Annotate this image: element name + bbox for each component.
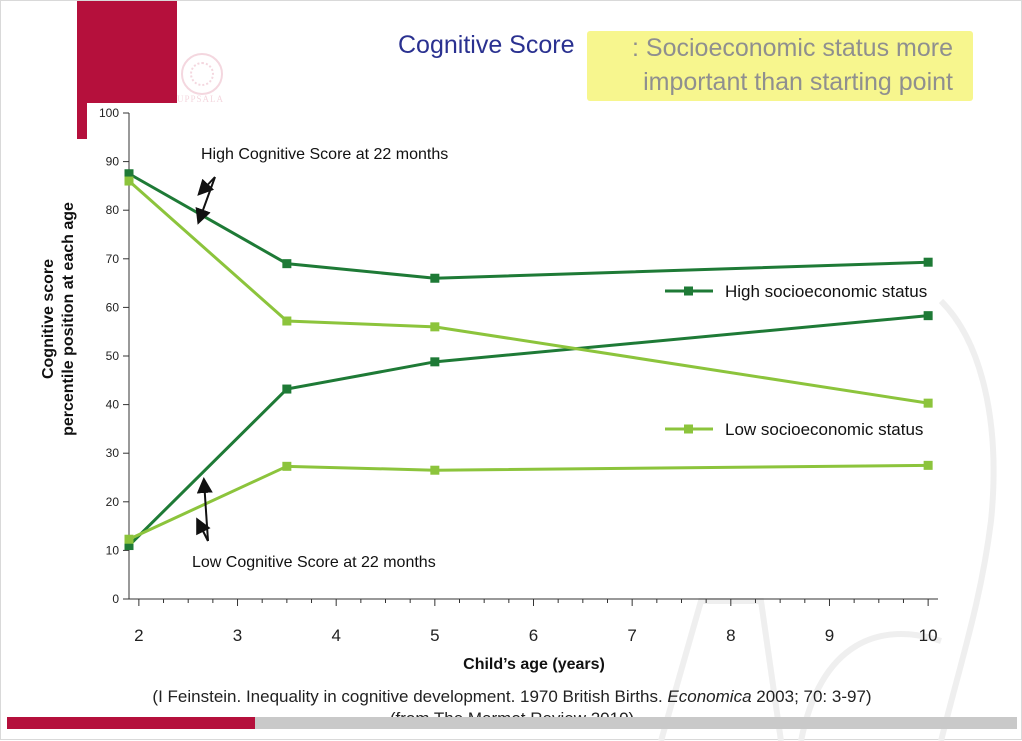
legend-label: Low socioeconomic status (725, 420, 923, 439)
x-tick-label: 7 (627, 626, 636, 645)
citation-journal: Economica (667, 687, 752, 706)
y-axis-title-line2: percentile position at each age (60, 202, 77, 436)
data-point (282, 316, 292, 326)
arrow-down-left-icon (195, 176, 216, 225)
y-tick-label: 80 (106, 203, 120, 217)
y-tick-label: 20 (106, 495, 120, 509)
arrow-down-icon (196, 517, 211, 542)
data-point (282, 259, 292, 269)
data-point (124, 534, 134, 544)
data-point (124, 176, 134, 186)
data-point (430, 273, 440, 283)
data-point (923, 257, 933, 267)
annotation-high-score: High Cognitive Score at 22 months (201, 146, 448, 163)
slide-title-prefix: Cognitive Score (398, 31, 575, 59)
data-point (430, 322, 440, 332)
data-point (923, 460, 933, 470)
y-tick-label: 100 (99, 106, 119, 120)
background-watermark (658, 298, 997, 741)
y-tick-label: 40 (106, 398, 120, 412)
x-axis-title: Child’s age (years) (463, 656, 605, 673)
y-tick-label: 60 (106, 300, 120, 314)
legend-label: High socioeconomic status (725, 282, 927, 301)
data-point (124, 169, 134, 179)
x-tick-label: 8 (726, 626, 735, 645)
y-tick-label: 90 (106, 155, 120, 169)
legend-swatch-marker (684, 286, 693, 296)
chart-axes: 0 10 20 30 40 50 60 70 80 90 100 2 3 4 5 6 7 8 9 10 (99, 106, 938, 645)
series-line-3 (128, 179, 929, 405)
annotation-low-score: Low Cognitive Score at 22 months (192, 554, 436, 571)
citation-line-1: (I Feinstein. Inequality in cognitive de… (1, 687, 1022, 707)
x-tick-label: 5 (430, 626, 439, 645)
y-tick-label: 0 (112, 592, 119, 606)
series-line-1 (128, 172, 929, 280)
logo-accent-bar (77, 103, 87, 139)
uppsala-logo: UPPSALA (77, 1, 223, 104)
citation-pre: (I Feinstein. Inequality in cognitive de… (152, 687, 668, 706)
data-point (923, 398, 933, 408)
data-point (124, 541, 134, 551)
x-tick-label: 6 (529, 626, 538, 645)
footer-bar-grey (255, 717, 1017, 729)
title-highlight (587, 31, 973, 101)
x-tick-label: 2 (134, 626, 143, 645)
y-axis-title-line1: Cognitive score (40, 259, 57, 379)
data-point (282, 461, 292, 471)
x-tick-label: 10 (919, 626, 938, 645)
data-point (430, 357, 440, 367)
annotation-layer: High Cognitive Score at 22 months Low Co… (192, 146, 448, 571)
y-tick-label: 30 (106, 446, 120, 460)
data-point (282, 384, 292, 394)
x-tick-label: 4 (331, 626, 340, 645)
y-tick-label: 50 (106, 349, 120, 363)
series-line-4 (128, 463, 929, 541)
x-tick-label: 9 (825, 626, 834, 645)
series-layer (124, 169, 933, 551)
x-tick-label: 3 (233, 626, 242, 645)
citation-post: 2003; 70: 3-97) (751, 687, 872, 706)
footer-bar-red (7, 717, 255, 729)
university-seal-icon (181, 53, 223, 95)
series-line-2 (127, 314, 929, 547)
arrow-up-left-icon (197, 176, 216, 196)
data-point (430, 465, 440, 475)
chart-legend: High socioeconomic status Low socioeconom… (665, 282, 927, 439)
y-tick-label: 70 (106, 252, 120, 266)
data-point (923, 311, 933, 321)
y-tick-label: 10 (106, 543, 120, 557)
logo-text: UPPSALA (177, 94, 225, 104)
slide-title-suffix: : Socioeconomic status more important th… (632, 34, 953, 96)
legend-swatch-marker (684, 424, 693, 434)
